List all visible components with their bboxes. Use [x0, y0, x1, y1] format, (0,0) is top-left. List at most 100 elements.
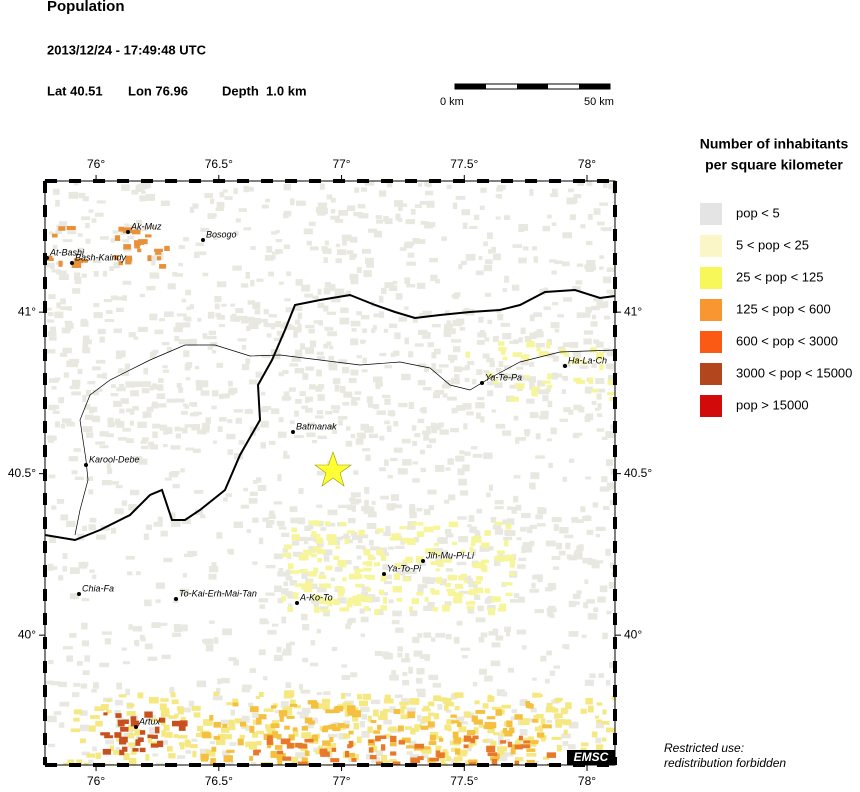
pixel [158, 622, 168, 626]
pixel [412, 440, 418, 447]
pixel [149, 727, 156, 735]
pixel [342, 560, 352, 565]
pixel [402, 671, 408, 676]
pixel [406, 284, 416, 288]
pixel [166, 398, 177, 403]
pixel [479, 545, 490, 552]
pixel [494, 555, 502, 561]
pixel [497, 746, 508, 752]
pixel [242, 684, 252, 690]
pixel [95, 212, 104, 217]
pixel [298, 488, 304, 494]
pixel [316, 410, 324, 415]
pixel [284, 690, 295, 697]
pixel [347, 752, 355, 758]
pixel [516, 537, 522, 541]
pixel [455, 716, 465, 722]
pixel [452, 346, 461, 353]
pixel [502, 356, 508, 361]
pixel [338, 210, 349, 216]
pixel [113, 328, 123, 333]
pixel [213, 691, 219, 696]
pixel [161, 710, 170, 718]
pixel [315, 207, 322, 213]
pixel [106, 310, 113, 314]
pixel [599, 266, 604, 270]
pixel [352, 716, 359, 722]
pixel [285, 307, 294, 313]
pixel [177, 735, 188, 739]
pixel [409, 511, 417, 519]
pixel [166, 346, 172, 353]
pixel [307, 422, 315, 426]
pixel [453, 592, 461, 600]
pixel [313, 567, 319, 573]
pixel [210, 342, 218, 348]
pixel [363, 574, 373, 579]
pixel [411, 598, 419, 605]
pixel [152, 423, 161, 429]
pixel [550, 193, 559, 198]
pixel [346, 705, 356, 712]
pixel [384, 694, 391, 701]
pixel [469, 588, 478, 596]
pixel [348, 377, 357, 384]
pixel [391, 670, 397, 676]
pixel [496, 689, 505, 696]
pixel [482, 353, 490, 359]
pixel [151, 383, 157, 390]
pixel [82, 395, 87, 402]
pixel [602, 737, 607, 742]
pixel [532, 718, 538, 723]
pixel [156, 393, 166, 400]
pixel [498, 346, 507, 352]
pixel [330, 405, 341, 410]
pixel [115, 484, 123, 489]
pixel [398, 316, 408, 322]
pixel [95, 720, 103, 727]
pixel [380, 605, 388, 611]
pixel [139, 293, 146, 298]
pixel [458, 478, 467, 486]
pixel [61, 327, 70, 334]
pixel [576, 545, 582, 551]
pixel [502, 582, 513, 586]
pixel [229, 724, 236, 731]
pixel [568, 600, 576, 608]
pixel [361, 505, 371, 512]
pixel [199, 380, 209, 388]
place-label: Artux [138, 716, 161, 726]
pixel [320, 527, 327, 531]
pixel [158, 403, 167, 408]
pixel [529, 314, 535, 322]
pixel [569, 342, 579, 348]
pixel [546, 607, 557, 613]
pixel [435, 632, 446, 638]
pixel [289, 363, 299, 367]
pixel [60, 352, 68, 357]
pixel [312, 295, 319, 300]
pixel [327, 754, 333, 759]
pixel [464, 307, 470, 313]
pixel [477, 332, 487, 338]
pixel [404, 699, 414, 703]
datetime: 2013/12/24 - 17:49:48 UTC [47, 42, 207, 57]
pixel [412, 238, 420, 244]
pixel [189, 206, 195, 213]
pixel [52, 410, 60, 414]
pixel [318, 320, 323, 326]
pixel [284, 725, 290, 730]
pixel [480, 187, 487, 193]
pixel [159, 264, 167, 269]
pixel [170, 692, 176, 698]
pixel [534, 389, 543, 393]
pixel [218, 393, 224, 400]
pixel [426, 444, 432, 449]
pixel [575, 280, 583, 285]
pixel [211, 350, 217, 354]
pixel [383, 328, 389, 333]
pixel [350, 369, 359, 376]
pixel [498, 361, 504, 367]
x-tick-label: 76.5° [205, 157, 233, 171]
pixel [338, 292, 347, 297]
